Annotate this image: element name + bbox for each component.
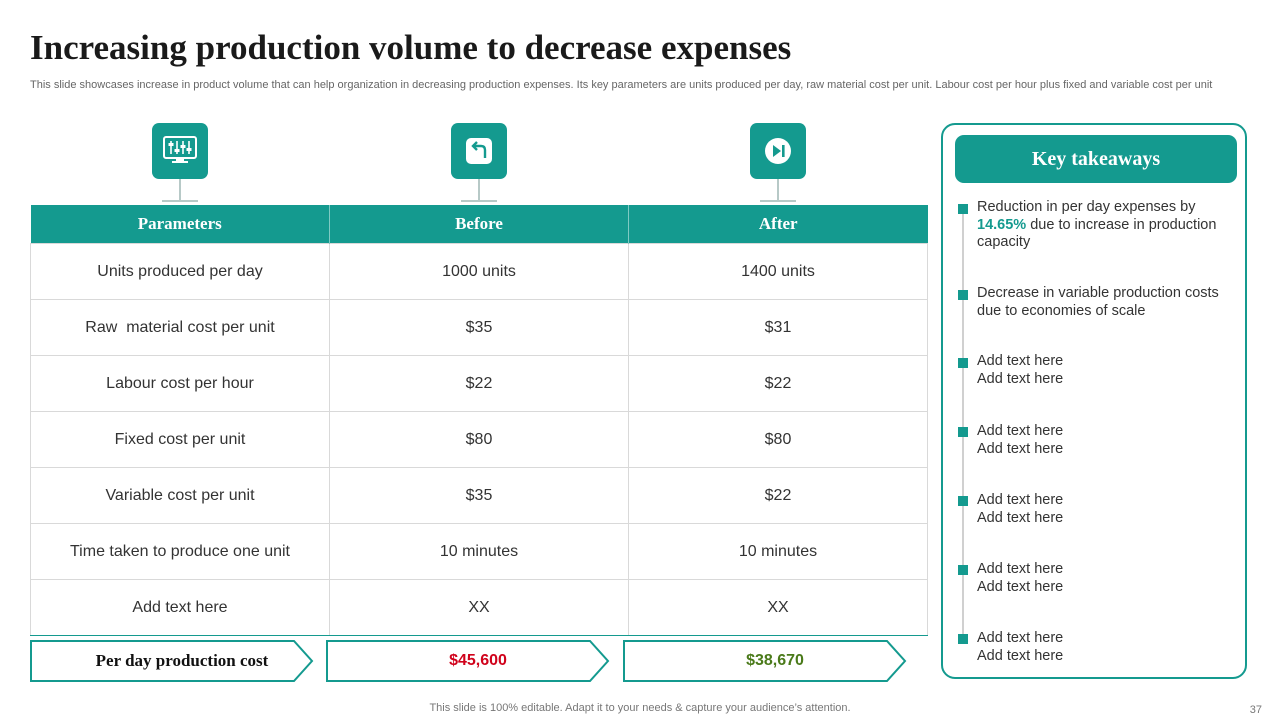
parameter-cell: Add text here bbox=[30, 579, 330, 636]
icon-connector bbox=[478, 179, 480, 201]
takeaway-text: Reduction in per day expenses by bbox=[977, 199, 1196, 215]
takeaway-line: Add text here bbox=[977, 492, 1064, 508]
takeaways-timeline bbox=[962, 205, 964, 643]
bullet-square-icon bbox=[958, 634, 968, 644]
takeaway-line: Add text here bbox=[977, 578, 1064, 595]
takeaway-item: Add text here Add text here bbox=[977, 423, 1237, 458]
takeaway-item: Decrease in variable production costs du… bbox=[977, 285, 1237, 320]
after-cell: 10 minutes bbox=[628, 523, 928, 580]
after-cell: $22 bbox=[628, 355, 928, 412]
slide-title: Increasing production volume to decrease… bbox=[30, 28, 792, 67]
after-icon-group bbox=[750, 123, 806, 205]
turn-left-arrow-icon bbox=[451, 123, 507, 179]
summary-before-box: $45,600 bbox=[326, 640, 610, 682]
parameter-cell: Time taken to produce one unit bbox=[30, 523, 330, 580]
takeaway-text: Decrease in variable production costs du… bbox=[977, 285, 1219, 319]
table-row: Time taken to produce one unit 10 minute… bbox=[30, 523, 928, 580]
before-cell: XX bbox=[329, 579, 629, 636]
play-next-icon bbox=[750, 123, 806, 179]
takeaway-item: Add text here Add text here bbox=[977, 561, 1237, 596]
parameters-table: Parameters Before After Units produced p… bbox=[30, 205, 928, 636]
parameter-cell: Units produced per day bbox=[30, 243, 330, 300]
summary-label-box: Per day production cost bbox=[30, 640, 314, 682]
table-row: Variable cost per unit $35 $22 bbox=[30, 467, 928, 524]
table-row: Add text here XX XX bbox=[30, 579, 928, 636]
takeaway-line: Add text here bbox=[977, 423, 1064, 439]
icon-connector bbox=[179, 179, 181, 201]
summary-after-box: $38,670 bbox=[623, 640, 907, 682]
table-row: Raw material cost per unit $35 $31 bbox=[30, 299, 928, 356]
takeaway-item: Add text here Add text here bbox=[977, 630, 1237, 665]
icon-connector bbox=[777, 179, 779, 201]
takeaway-line: Add text here bbox=[977, 370, 1064, 387]
table-header-row: Parameters Before After bbox=[30, 205, 928, 244]
takeaway-item: Add text here Add text here bbox=[977, 353, 1237, 388]
header-before: Before bbox=[329, 205, 629, 244]
parameters-icon-group bbox=[152, 123, 208, 205]
key-takeaways-title: Key takeaways bbox=[955, 135, 1237, 183]
before-cell: 1000 units bbox=[329, 243, 629, 300]
summary-label: Per day production cost bbox=[95, 651, 269, 670]
takeaway-line: Add text here bbox=[977, 353, 1064, 369]
after-cell: XX bbox=[628, 579, 928, 636]
table-row: Units produced per day 1000 units 1400 u… bbox=[30, 243, 928, 300]
slide-footer: This slide is 100% editable. Adapt it to… bbox=[429, 702, 851, 714]
header-parameters: Parameters bbox=[30, 205, 330, 244]
before-cell: $22 bbox=[329, 355, 629, 412]
bullet-square-icon bbox=[958, 204, 968, 214]
takeaway-line: Add text here bbox=[977, 561, 1064, 577]
takeaway-line: Add text here bbox=[977, 630, 1064, 646]
parameter-cell: Fixed cost per unit bbox=[30, 411, 330, 468]
bullet-square-icon bbox=[958, 427, 968, 437]
takeaway-highlight: 14.65% bbox=[977, 216, 1027, 233]
before-cell: $35 bbox=[329, 299, 629, 356]
summary-after-value: $38,670 bbox=[746, 652, 804, 669]
takeaway-text: due to increase in production capacity bbox=[977, 216, 1217, 251]
parameter-cell: Variable cost per unit bbox=[30, 467, 330, 524]
takeaway-line: Add text here bbox=[977, 647, 1064, 664]
table-row: Labour cost per hour $22 $22 bbox=[30, 355, 928, 412]
bullet-square-icon bbox=[958, 290, 968, 300]
before-cell: $80 bbox=[329, 411, 629, 468]
icon-connector-base bbox=[461, 200, 497, 202]
takeaway-line: Add text here bbox=[977, 440, 1064, 457]
bullet-square-icon bbox=[958, 358, 968, 368]
parameter-cell: Labour cost per hour bbox=[30, 355, 330, 412]
after-cell: 1400 units bbox=[628, 243, 928, 300]
key-takeaways-panel: Key takeaways Reduction in per day expen… bbox=[941, 123, 1247, 679]
after-cell: $22 bbox=[628, 467, 928, 524]
before-cell: 10 minutes bbox=[329, 523, 629, 580]
icon-connector-base bbox=[760, 200, 796, 202]
takeaway-line: Add text here bbox=[977, 509, 1064, 526]
before-icon-group bbox=[451, 123, 507, 205]
control-panel-icon bbox=[152, 123, 208, 179]
summary-before-value: $45,600 bbox=[449, 652, 507, 669]
parameter-cell: Raw material cost per unit bbox=[30, 299, 330, 356]
after-cell: $31 bbox=[628, 299, 928, 356]
after-cell: $80 bbox=[628, 411, 928, 468]
bullet-square-icon bbox=[958, 496, 968, 506]
takeaway-item: Add text here Add text here bbox=[977, 492, 1237, 527]
page-number: 37 bbox=[1249, 704, 1262, 716]
slide-description: This slide showcases increase in product… bbox=[30, 79, 1213, 91]
icon-connector-base bbox=[162, 200, 198, 202]
before-cell: $35 bbox=[329, 467, 629, 524]
bullet-square-icon bbox=[958, 565, 968, 575]
takeaway-item: Reduction in per day expenses by 14.65% … bbox=[977, 199, 1237, 252]
header-after: After bbox=[628, 205, 928, 244]
table-row: Fixed cost per unit $80 $80 bbox=[30, 411, 928, 468]
